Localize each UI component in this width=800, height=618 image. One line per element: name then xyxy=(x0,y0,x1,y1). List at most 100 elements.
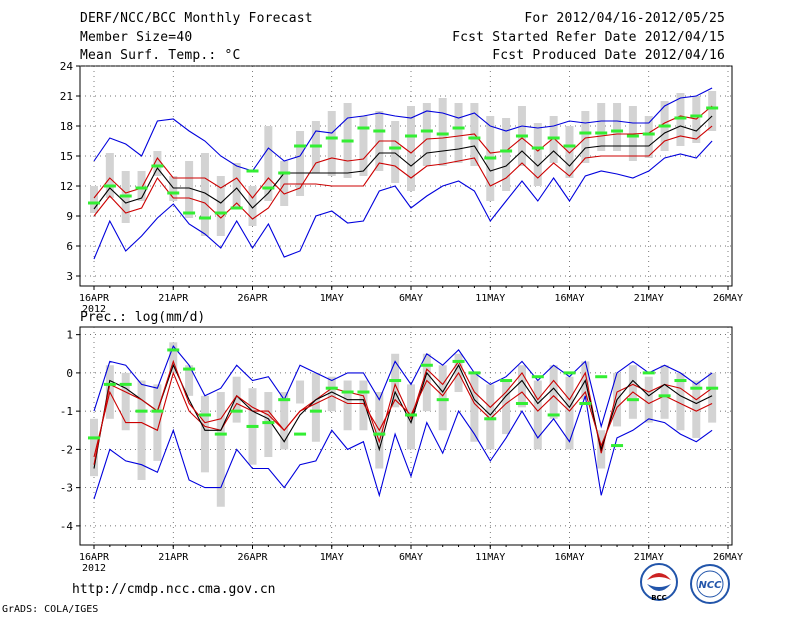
median-mark xyxy=(626,398,639,402)
median-mark xyxy=(547,413,560,417)
median-mark xyxy=(626,134,639,138)
panel-frame xyxy=(79,65,733,287)
y-tick-label: -4 xyxy=(60,520,74,533)
grads-credit: GrADS: COLA/IGES xyxy=(2,604,99,615)
spread-box xyxy=(248,186,257,226)
spread-box xyxy=(533,123,542,186)
x-tick-label: 26APR xyxy=(237,552,268,563)
spread-box xyxy=(296,380,305,404)
spread-box xyxy=(565,126,574,178)
median-mark xyxy=(611,129,624,133)
prec-panel-title: Prec.: log(mm/d) xyxy=(80,310,205,325)
median-mark xyxy=(405,134,417,138)
spread-box xyxy=(708,372,717,423)
x-tick-label: 21MAY xyxy=(634,293,664,304)
x-tick-label: 26MAY xyxy=(713,293,743,304)
produced-date-label: Fcst Produced Date 2012/04/16 xyxy=(492,48,725,63)
median-mark xyxy=(325,136,338,140)
spread-box xyxy=(137,171,146,201)
median-mark xyxy=(706,106,719,110)
median-mark xyxy=(230,409,243,413)
series-line-min xyxy=(93,87,713,172)
spread-box xyxy=(438,98,447,166)
spread-box xyxy=(533,380,542,450)
spread-box xyxy=(311,372,320,442)
y-tick-label: -3 xyxy=(60,482,73,495)
spread-box xyxy=(486,384,495,450)
median-mark xyxy=(230,206,243,210)
spread-box xyxy=(216,392,225,507)
median-mark xyxy=(531,146,544,150)
median-mark xyxy=(167,348,180,352)
series-line-upper xyxy=(93,360,713,458)
y-tick-label: 0 xyxy=(66,367,73,380)
spread-box xyxy=(327,111,336,176)
spread-box xyxy=(200,153,209,236)
median-mark xyxy=(373,129,386,133)
spread-box xyxy=(549,365,558,419)
median-mark xyxy=(674,116,687,120)
spread-box xyxy=(264,392,273,458)
y-tick-label: 12 xyxy=(60,180,73,193)
x-tick-label: 1MAY xyxy=(320,552,344,563)
median-mark xyxy=(135,409,148,413)
source-url[interactable]: http://cmdp.ncc.cma.gov.cn xyxy=(72,582,276,597)
median-mark xyxy=(563,144,576,148)
x-tick-label: 16APR xyxy=(79,293,110,304)
median-mark xyxy=(468,371,481,375)
forecast-period-label: For 2012/04/16-2012/05/25 xyxy=(524,11,725,26)
median-mark xyxy=(341,390,354,394)
series-line-mean xyxy=(93,115,713,210)
median-mark xyxy=(531,375,544,379)
spread-box xyxy=(391,121,400,183)
x-year-label: 2012 xyxy=(82,304,106,315)
x-tick-label: 21APR xyxy=(158,552,189,563)
median-mark xyxy=(563,371,576,375)
spread-box xyxy=(216,176,225,236)
median-mark xyxy=(246,424,259,428)
series-line-max xyxy=(93,395,713,500)
spread-box xyxy=(502,380,511,435)
median-mark xyxy=(357,390,370,394)
spread-box xyxy=(90,418,98,477)
spread-box xyxy=(407,384,415,450)
median-mark xyxy=(500,149,513,153)
x-tick-label: 16MAY xyxy=(554,552,584,563)
started-refer-label: Fcst Started Refer Date 2012/04/15 xyxy=(452,30,725,45)
variable-label: Mean Surf. Temp.: °C xyxy=(80,48,241,63)
median-mark xyxy=(357,126,370,130)
median-mark xyxy=(484,156,497,160)
median-mark xyxy=(389,379,402,383)
median-mark xyxy=(436,398,449,402)
spread-box xyxy=(185,365,194,396)
median-mark xyxy=(198,413,211,417)
spread-box xyxy=(454,103,463,163)
median-mark xyxy=(214,432,227,436)
x-tick-label: 21APR xyxy=(158,293,189,304)
median-mark xyxy=(183,367,196,371)
median-mark xyxy=(103,184,116,188)
spread-box xyxy=(264,126,273,201)
median-mark xyxy=(420,129,433,133)
y-tick-label: 9 xyxy=(66,210,73,223)
series-line-max xyxy=(93,140,713,260)
member-size-label: Member Size=40 xyxy=(80,30,193,45)
chart-title: DERF/NCC/BCC Monthly Forecast xyxy=(80,11,313,26)
spread-box xyxy=(359,116,368,176)
median-mark xyxy=(420,363,433,367)
x-tick-label: 1MAY xyxy=(320,293,344,304)
x-tick-label: 11MAY xyxy=(475,293,505,304)
y-tick-label: 6 xyxy=(66,240,73,253)
median-mark xyxy=(690,114,703,118)
y-tick-label: 15 xyxy=(60,150,73,163)
median-mark xyxy=(278,398,291,402)
spread-box xyxy=(407,106,415,191)
spread-box xyxy=(581,111,590,163)
spread-box xyxy=(660,365,669,419)
spread-box xyxy=(232,376,241,423)
median-mark xyxy=(515,134,528,138)
median-mark xyxy=(309,409,322,413)
median-mark xyxy=(278,171,291,175)
spread-box xyxy=(676,372,685,431)
